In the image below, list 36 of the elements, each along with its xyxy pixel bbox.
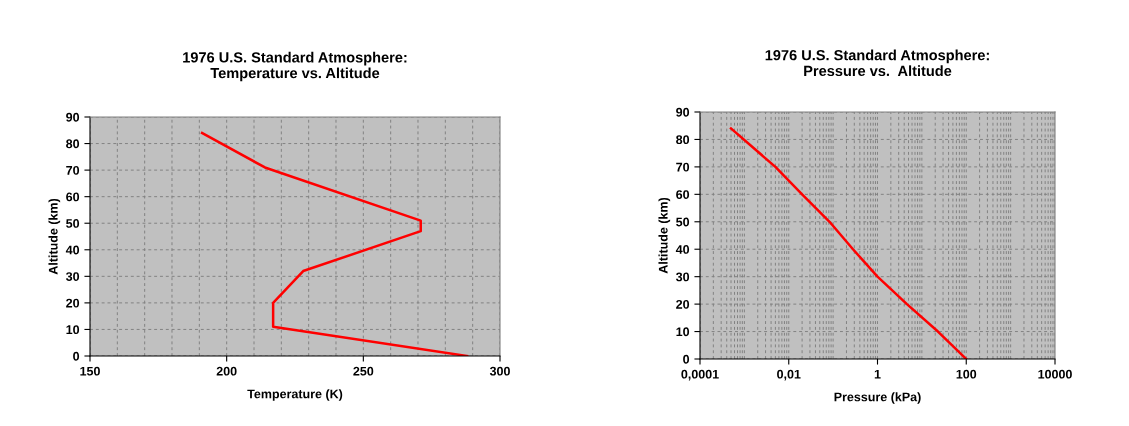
y-axis-title: Altitude (km) [658,197,671,274]
y-tick-label: 80 [66,139,80,149]
x-axis-title: Pressure (kPa) [834,392,921,404]
chart-title: 1976 U.S. Standard Atmosphere: Pressure vs. Altitude [765,49,989,77]
x-tick-label: 150 [80,366,100,376]
y-tick-label: 40 [65,245,80,255]
chart-title: 1976 U.S. Standard Atmosphere: Temperature vs. Altitude [183,51,407,82]
line-series [200,131,469,356]
y-tick-label: 70 [66,165,80,175]
x-tick-label: 1 [874,369,881,379]
y-tick-label: 40 [675,245,690,254]
x-tick-label: 100 [956,369,977,379]
y-tick-label: 70 [676,162,690,172]
y-tick-label: 60 [66,192,80,202]
y-tick-label: 30 [675,272,690,282]
y-tick-label: 20 [676,299,690,309]
y-tick-label: 90 [676,107,690,117]
x-tick-label: 250 [353,366,374,376]
x-tick-label: 0,0001 [681,369,719,381]
y-tick-label: 10 [66,325,80,335]
y-tick-label: 0 [683,354,690,364]
x-tick-label: 200 [216,366,237,376]
x-tick-label: 300 [489,366,510,376]
y-tick-label: 50 [676,217,690,227]
y-tick-label: 0 [73,351,80,361]
y-tick-label: 20 [66,298,80,308]
y-tick-label: 50 [66,219,80,228]
x-axis-title: Temperature (K) [247,389,343,401]
y-tick-label: 10 [676,327,690,337]
y-tick-label: 60 [676,190,690,199]
y-tick-label: 90 [66,112,80,122]
y-tick-label: 30 [65,272,80,281]
x-tick-label: 0,01 [777,369,801,381]
x-tick-label: 10000 [1038,369,1072,379]
y-tick-label: 80 [676,135,690,145]
y-axis-title: Altitude (km) [48,198,61,275]
